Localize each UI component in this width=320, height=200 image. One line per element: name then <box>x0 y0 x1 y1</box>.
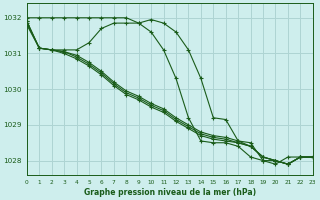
X-axis label: Graphe pression niveau de la mer (hPa): Graphe pression niveau de la mer (hPa) <box>84 188 256 197</box>
